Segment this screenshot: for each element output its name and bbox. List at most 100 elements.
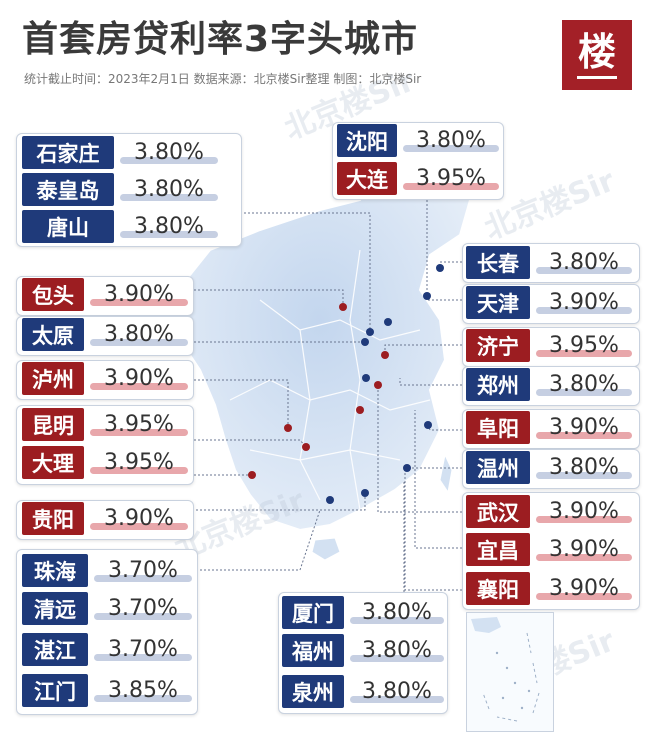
rate-text: 3.80% [134,177,204,202]
rate-value: 3.80% [350,634,444,667]
city-row: 温州 3.80% [466,451,632,484]
city-label: 石家庄 [22,136,114,169]
city-row: 宜昌 3.90% [466,533,632,566]
rate-text: 3.95% [416,166,486,191]
rate-underline [403,183,499,190]
rate-underline [536,350,632,357]
logo-bar [577,75,617,79]
city-label: 武汉 [466,495,530,528]
city-label: 福州 [282,634,344,667]
city-row: 福州 3.80% [282,634,444,667]
rate-text: 3.70% [108,637,178,662]
city-label: 昆明 [22,408,84,441]
city-label: 阜阳 [466,411,530,444]
rate-text: 3.90% [104,282,174,307]
city-row: 大连 3.95% [337,162,499,195]
city-label: 贵阳 [22,502,84,535]
rate-text: 3.85% [108,678,178,703]
city-label: 泸州 [22,362,84,395]
rate-underline [90,467,188,474]
rate-underline [94,575,192,582]
city-row: 泰皇岛 3.80% [22,173,218,206]
rate-value: 3.80% [536,368,632,401]
city-row: 泸州 3.90% [22,362,188,395]
city-row: 湛江 3.70% [22,633,192,666]
rate-underline [94,654,192,661]
city-label: 济宁 [466,329,530,362]
city-label: 襄阳 [466,572,530,605]
rate-text: 3.80% [134,140,204,165]
city-dots [248,264,444,504]
rate-text: 3.90% [549,537,619,562]
rate-value: 3.90% [90,502,188,535]
rate-text: 3.90% [104,366,174,391]
rate-value: 3.80% [350,675,444,708]
rate-value: 3.80% [536,451,632,484]
rate-text: 3.80% [362,600,432,625]
rate-underline [350,617,444,624]
rate-underline [94,613,192,620]
city-label: 长春 [466,246,530,279]
rate-underline [90,383,188,390]
rate-text: 3.90% [549,576,619,601]
rate-text: 3.70% [108,596,178,621]
city-label: 太原 [22,318,84,351]
city-row: 唐山 3.80% [22,210,218,243]
city-row: 沈阳 3.80% [337,124,499,157]
city-label: 湛江 [22,633,88,666]
logo-glyph: 楼 [577,29,616,74]
rate-text: 3.95% [104,412,174,437]
city-row: 阜阳 3.90% [466,411,632,444]
rate-value: 3.70% [94,554,192,587]
city-row: 大理 3.95% [22,446,188,479]
rate-underline [120,194,218,201]
rate-text: 3.80% [549,372,619,397]
city-label: 泰皇岛 [22,173,114,206]
rate-value: 3.80% [120,173,218,206]
rate-value: 3.80% [403,124,499,157]
city-label: 包头 [22,278,84,311]
city-label: 清远 [22,592,88,625]
rate-value: 3.90% [536,411,632,444]
rate-underline [403,145,499,152]
city-label: 唐山 [22,210,114,243]
city-row: 江门 3.85% [22,674,192,707]
rate-text: 3.95% [549,333,619,358]
rate-value: 3.90% [536,495,632,528]
city-label: 珠海 [22,554,88,587]
city-row: 济宁 3.95% [466,329,632,362]
rate-text: 3.80% [134,214,204,239]
city-row: 昆明 3.95% [22,408,188,441]
rate-value: 3.80% [536,246,632,279]
city-row: 天津 3.90% [466,286,632,319]
rate-text: 3.90% [549,415,619,440]
rate-value: 3.95% [90,408,188,441]
map-taiwan [439,453,453,494]
rate-underline [120,157,218,164]
rate-text: 3.95% [104,450,174,475]
inset-map [471,617,540,722]
rate-underline [536,554,632,561]
city-label: 江门 [22,674,88,707]
city-label: 大连 [337,162,397,195]
rate-value: 3.90% [536,533,632,566]
city-label: 大理 [22,446,84,479]
rate-value: 3.80% [120,210,218,243]
city-row: 珠海 3.70% [22,554,192,587]
city-row: 郑州 3.80% [466,368,632,401]
rate-text: 3.90% [549,499,619,524]
city-label: 天津 [466,286,530,319]
city-label: 郑州 [466,368,530,401]
city-row: 石家庄 3.80% [22,136,218,169]
rate-underline [120,231,218,238]
rate-value: 3.95% [403,162,499,195]
rate-value: 3.90% [536,286,632,319]
rate-value: 3.90% [90,362,188,395]
rate-underline [90,429,188,436]
rate-underline [536,593,632,600]
rate-underline [90,339,188,346]
rate-value: 3.70% [94,592,192,625]
rate-value: 3.95% [90,446,188,479]
rate-text: 3.80% [549,250,619,275]
